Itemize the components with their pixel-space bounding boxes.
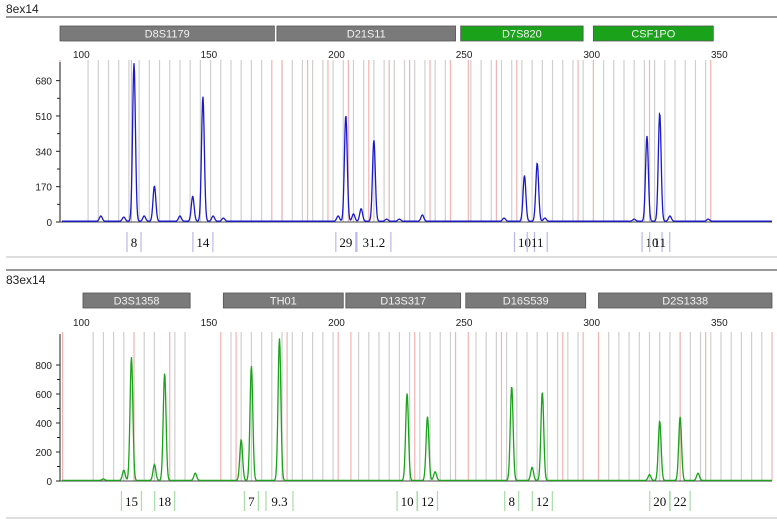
panel-1-x-axis: 100 150 200 250 300 350: [73, 50, 728, 61]
y-tick-label: 600: [35, 390, 52, 401]
x-tick-label: 350: [711, 318, 728, 329]
locus-box: [345, 292, 462, 309]
allele-label: 22: [674, 494, 687, 509]
allele-label: 12: [536, 494, 549, 509]
x-tick-label: 250: [456, 50, 473, 61]
allele-label: 8: [131, 235, 138, 250]
locus-label: CSF1PO: [631, 29, 675, 41]
x-tick-label: 150: [201, 318, 218, 329]
x-tick-label: 150: [201, 50, 218, 61]
allele-label: 10: [518, 235, 531, 250]
x-tick-label: 300: [583, 50, 600, 61]
allele-label: 20: [653, 494, 666, 509]
panel-1-trace: [62, 63, 772, 222]
panel-1-locus-bar: D8S1179 D21S11 D7S820 CSF1PO: [59, 25, 714, 42]
allele-label: 10: [646, 235, 659, 250]
y-tick-label: 170: [35, 183, 52, 194]
allele-label: 15: [125, 494, 138, 509]
panel-2-trace: [62, 338, 772, 482]
locus-label: D13S317: [380, 296, 426, 308]
y-tick-label: 200: [35, 448, 52, 459]
y-tick-label: 680: [35, 77, 52, 88]
panel-2-locus-bar: D3S1358 TH01 D13S317 D16S539 D2S1338: [82, 292, 773, 309]
panel-2: 83ex14 D3S1358 TH01 D13S317 D16S539 D2S1338 …: [6, 269, 777, 519]
y-tick-label: 0: [46, 218, 52, 229]
panel-1: 8ex14 D8S1179 D21S11 D7S820 CSF1PO 100 150 20…: [6, 2, 777, 258]
panel-2-bins: [61, 332, 773, 481]
locus-box: [592, 25, 714, 42]
locus-box: [465, 292, 587, 309]
locus-label: D16S539: [503, 296, 549, 308]
allele-label: 11: [653, 235, 666, 250]
y-tick-label: 0: [46, 477, 52, 488]
y-tick-label: 800: [35, 361, 52, 372]
locus-box: [82, 292, 191, 309]
locus-box: [598, 292, 773, 309]
x-tick-label: 200: [328, 50, 345, 61]
x-tick-label: 250: [456, 318, 473, 329]
allele-label: 14: [196, 235, 210, 250]
panel-1-y-axis: 0 170 340 510 680: [35, 62, 772, 229]
allele-label: 31.2: [363, 235, 386, 250]
x-tick-label: 300: [583, 318, 600, 329]
locus-label: TH01: [270, 296, 297, 308]
y-tick-label: 340: [35, 147, 52, 158]
allele-label: 8: [508, 494, 515, 509]
x-tick-label: 100: [73, 318, 90, 329]
locus-label: D2S1338: [662, 296, 708, 308]
y-tick-label: 400: [35, 419, 52, 430]
panel-1-title: 8ex14: [6, 2, 39, 16]
allele-label: 7: [248, 494, 255, 509]
locus-box: [222, 292, 344, 309]
allele-label: 29: [339, 235, 352, 250]
allele-label: 18: [158, 494, 171, 509]
trace-line: [62, 338, 772, 482]
locus-label: D8S1179: [145, 29, 190, 41]
y-tick-label: 510: [35, 112, 52, 123]
locus-box: [59, 25, 275, 42]
locus-label: D7S820: [502, 29, 542, 41]
allele-label: 9.3: [271, 494, 287, 509]
x-tick-label: 350: [711, 50, 728, 61]
allele-label: 12: [421, 494, 434, 509]
x-tick-label: 100: [73, 50, 90, 61]
allele-label: 11: [531, 235, 544, 250]
locus-box: [460, 25, 584, 42]
panel-2-title: 83ex14: [6, 273, 46, 287]
trace-line: [62, 63, 772, 222]
locus-label: D21S11: [347, 29, 386, 41]
locus-label: D3S1358: [114, 296, 160, 308]
x-tick-label: 200: [328, 318, 345, 329]
panel-2-x-axis: 100 150 200 250 300 350: [73, 318, 728, 329]
allele-label: 10: [401, 494, 414, 509]
panel-1-bins: [59, 60, 712, 222]
panel-2-allele-calls: 15 18 7 9.3 10 12 8 12 20 22: [120, 491, 691, 511]
locus-box: [276, 25, 456, 42]
